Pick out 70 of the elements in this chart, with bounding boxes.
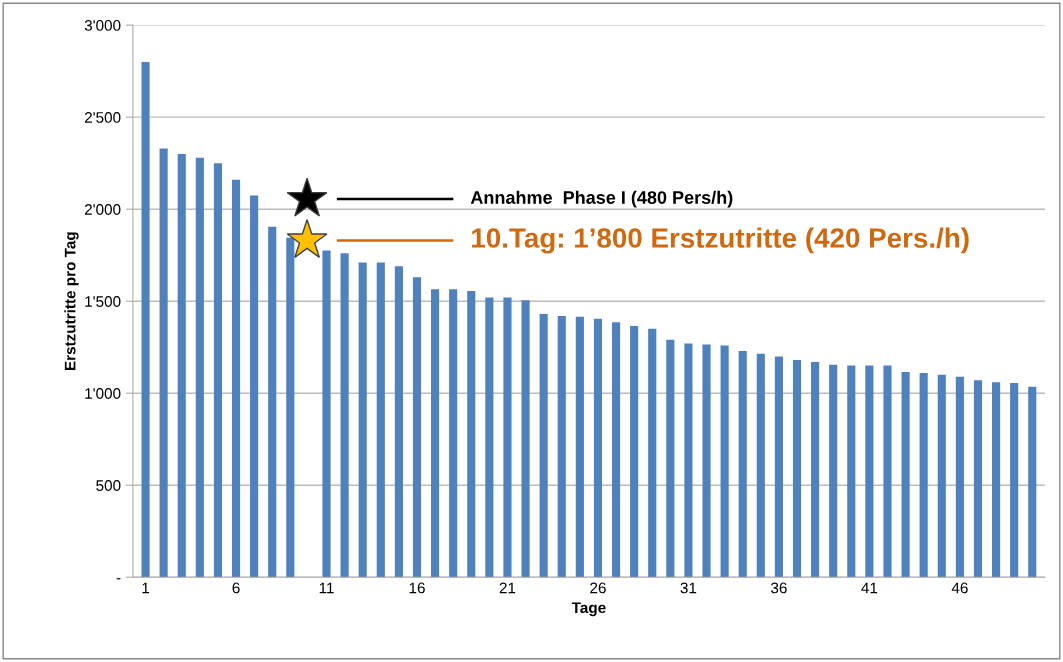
bar [159, 148, 168, 578]
bar [268, 226, 277, 578]
bar [340, 253, 349, 578]
y-axis-title: Erstzutritte pro Tag [64, 232, 79, 371]
bar [431, 289, 440, 578]
bar [811, 361, 820, 578]
bar [702, 344, 711, 578]
y-tick-label: 2'500 [84, 112, 121, 123]
x-tick-label: 6 [232, 582, 240, 594]
x-tick-label: 41 [861, 582, 878, 594]
bar [286, 237, 295, 578]
y-tick-label: 500 [96, 480, 121, 491]
bar [1028, 386, 1037, 578]
bar [575, 316, 584, 578]
bar [738, 350, 747, 578]
bar [955, 376, 964, 578]
bar [213, 163, 222, 578]
bar [756, 353, 765, 578]
bar [792, 360, 802, 578]
bar [630, 326, 639, 578]
bar [666, 339, 675, 578]
bar [467, 291, 476, 578]
bar [322, 250, 331, 578]
x-tick-label: 36 [771, 582, 787, 594]
bar [141, 61, 150, 578]
y-tick-label: - [116, 578, 121, 580]
bar [394, 266, 403, 578]
bar [250, 195, 259, 578]
x-tick-label: 16 [409, 582, 425, 594]
x-tick-label: 1 [142, 582, 150, 594]
bar [557, 315, 566, 578]
y-tick-label: 1'000 [85, 388, 121, 399]
bar [648, 328, 657, 578]
bar [485, 297, 494, 578]
y-tick-label: 2'000 [84, 204, 121, 215]
bar [503, 297, 512, 578]
bar [919, 372, 928, 578]
x-tick-label: 46 [951, 582, 968, 594]
bar [720, 345, 729, 578]
x-tick-label: 31 [680, 582, 697, 594]
bar [231, 179, 241, 578]
bar [611, 322, 621, 578]
x-axis-title: Tage [571, 602, 606, 617]
bar [684, 343, 693, 578]
bar [1010, 383, 1019, 578]
bar [376, 262, 385, 578]
bar [593, 318, 603, 578]
bar [358, 262, 367, 578]
bar [412, 277, 422, 578]
bar [992, 382, 1001, 578]
bar [937, 374, 946, 578]
y-tick-label: 3'000 [84, 20, 121, 31]
bar [177, 153, 186, 578]
bar [829, 364, 838, 578]
y-tick-label: 1'500 [85, 296, 121, 307]
annotation: Annahme Phase I (480 Pers/h) [470, 190, 733, 208]
bar [901, 372, 910, 578]
bar [521, 300, 530, 578]
bar [195, 157, 204, 578]
bar [774, 356, 783, 578]
bar [847, 365, 856, 578]
bar [865, 365, 874, 578]
bar [539, 314, 548, 578]
x-tick-label: 26 [590, 582, 606, 594]
annotation: 10.Tag: 1’800 Erstzutritte (420 Pers./h) [472, 227, 969, 254]
bar [973, 380, 983, 578]
x-tick-label: 21 [499, 582, 516, 594]
bar [449, 289, 458, 578]
bar [883, 365, 892, 578]
x-tick-label: 11 [319, 582, 334, 594]
